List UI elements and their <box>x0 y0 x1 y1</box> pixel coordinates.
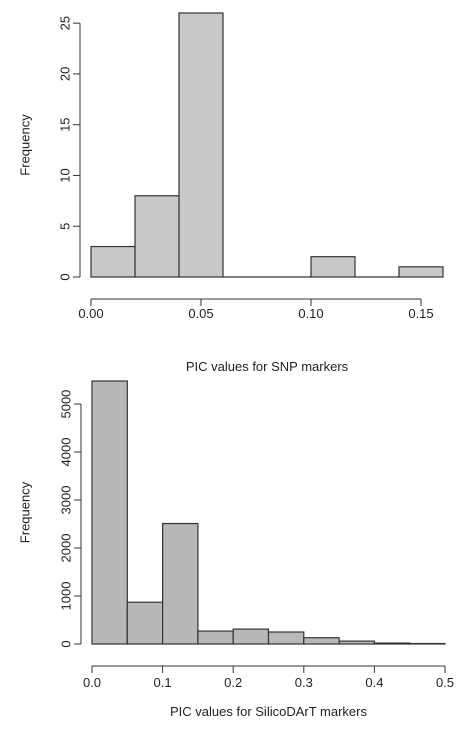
snp-bar <box>310 256 356 278</box>
snp-x-tick-label: 0.15 <box>408 306 433 321</box>
silicodart-x-tick-label: 0.4 <box>365 675 383 690</box>
silicodart-bar <box>197 630 234 645</box>
silicodart-bar <box>91 380 128 645</box>
histogram-silicodart: 0 1000 2000 3000 4000 5000 0.0 0.1 0.2 0.3 0.4 0.5… <box>17 380 454 719</box>
snp-y-tick-label: 20 <box>57 67 72 81</box>
silicodart-y-tick-label: 1000 <box>58 582 73 611</box>
silicodart-bar <box>303 637 340 645</box>
snp-y-tick-label: 5 <box>57 223 72 230</box>
silicodart-x-tick-label: 0.1 <box>154 675 172 690</box>
silicodart-bar <box>267 631 305 645</box>
snp-y-tick-label: 25 <box>57 16 72 30</box>
silicodart-y-tick-label: 0 <box>58 640 73 647</box>
snp-bar <box>178 12 224 278</box>
silicodart-bar <box>232 628 270 645</box>
snp-x-axis: 0.00 0.05 0.10 0.15 <box>78 298 434 321</box>
silicodart-y-axis-label: Frequency <box>17 481 32 543</box>
silicodart-x-tick-label: 0.5 <box>436 675 454 690</box>
snp-y-tick-label: 0 <box>57 273 72 280</box>
silicodart-y-tick-label: 3000 <box>58 486 73 515</box>
snp-bar <box>134 195 180 278</box>
snp-y-axis-label: Frequency <box>17 114 32 176</box>
snp-bar <box>398 266 444 278</box>
silicodart-y-axis: 0 1000 2000 3000 4000 5000 <box>58 390 82 648</box>
silicodart-y-tick-label: 5000 <box>58 390 73 419</box>
silicodart-bar <box>162 522 199 645</box>
silicodart-x-axis: 0.0 0.1 0.2 0.3 0.4 0.5 <box>83 665 454 690</box>
histogram-snp: 0 5 10 15 20 25 0.00 0.05 0.10 0.15 PIC values f… <box>17 12 444 374</box>
silicodart-bar <box>126 601 164 645</box>
silicodart-x-axis-label: PIC values for SilicoDArT markers <box>170 704 367 719</box>
silicodart-bars <box>91 380 446 645</box>
silicodart-bar <box>373 642 411 645</box>
snp-x-tick-label: 0.00 <box>78 306 103 321</box>
silicodart-y-tick-label: 4000 <box>58 438 73 467</box>
silicodart-x-tick-label: 0.2 <box>224 675 242 690</box>
snp-bar <box>90 245 136 278</box>
silicodart-y-tick-label: 2000 <box>58 534 73 563</box>
snp-y-tick-label: 15 <box>57 117 72 131</box>
snp-x-axis-label: PIC values for SNP markers <box>186 359 349 374</box>
snp-x-tick-label: 0.05 <box>188 306 213 321</box>
snp-y-axis: 0 5 10 15 20 25 <box>57 16 81 281</box>
snp-x-tick-label: 0.10 <box>298 306 323 321</box>
snp-bars <box>90 12 444 278</box>
silicodart-x-tick-label: 0.0 <box>83 675 101 690</box>
silicodart-x-tick-label: 0.3 <box>295 675 313 690</box>
silicodart-bar <box>338 640 376 645</box>
snp-y-tick-label: 10 <box>57 168 72 182</box>
